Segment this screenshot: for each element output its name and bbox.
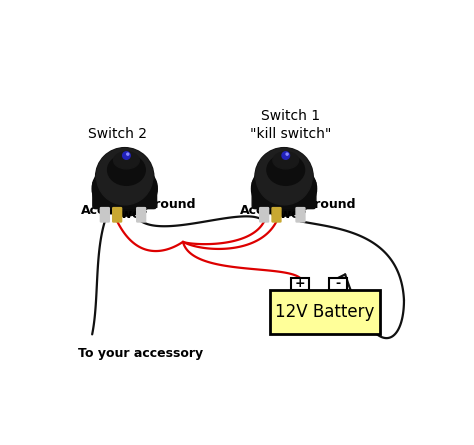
FancyBboxPatch shape bbox=[296, 207, 305, 222]
FancyBboxPatch shape bbox=[291, 278, 309, 290]
Text: Power: Power bbox=[263, 208, 307, 221]
Text: Acc: Acc bbox=[240, 204, 264, 218]
Text: Switch 1
"kill switch": Switch 1 "kill switch" bbox=[250, 109, 332, 141]
Circle shape bbox=[256, 149, 312, 205]
FancyBboxPatch shape bbox=[260, 207, 269, 222]
Text: Power: Power bbox=[103, 208, 147, 221]
FancyBboxPatch shape bbox=[137, 207, 146, 222]
FancyBboxPatch shape bbox=[93, 181, 156, 209]
Ellipse shape bbox=[92, 162, 157, 216]
Circle shape bbox=[127, 153, 129, 155]
Text: Ground: Ground bbox=[145, 198, 196, 210]
FancyBboxPatch shape bbox=[270, 290, 380, 334]
Circle shape bbox=[282, 152, 290, 159]
Circle shape bbox=[97, 149, 153, 205]
FancyBboxPatch shape bbox=[113, 207, 122, 222]
FancyBboxPatch shape bbox=[272, 207, 281, 222]
FancyBboxPatch shape bbox=[252, 181, 316, 209]
Circle shape bbox=[123, 152, 130, 159]
Ellipse shape bbox=[108, 154, 145, 185]
Ellipse shape bbox=[273, 152, 299, 169]
Ellipse shape bbox=[267, 154, 305, 185]
Circle shape bbox=[286, 153, 288, 155]
FancyBboxPatch shape bbox=[329, 278, 347, 290]
FancyBboxPatch shape bbox=[100, 207, 109, 222]
Text: Switch 2: Switch 2 bbox=[88, 127, 147, 141]
Text: 12V Battery: 12V Battery bbox=[275, 303, 375, 321]
Circle shape bbox=[96, 148, 154, 206]
Text: Acc: Acc bbox=[81, 204, 105, 218]
Text: +: + bbox=[295, 277, 305, 290]
Circle shape bbox=[255, 148, 313, 206]
Text: Ground: Ground bbox=[304, 198, 356, 210]
Ellipse shape bbox=[114, 152, 139, 169]
Text: -: - bbox=[336, 277, 341, 290]
Text: To your accessory: To your accessory bbox=[79, 347, 203, 360]
Ellipse shape bbox=[252, 162, 317, 216]
